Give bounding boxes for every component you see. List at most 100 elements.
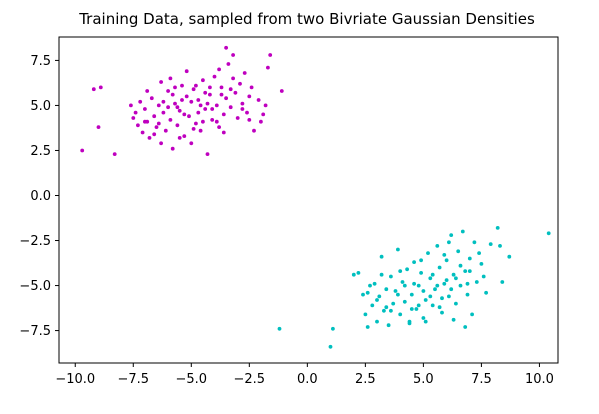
data-point: [546, 231, 551, 236]
x-tick-label: 5.0: [413, 372, 434, 387]
data-point: [170, 146, 175, 151]
data-point: [177, 136, 182, 140]
data-point: [430, 303, 435, 308]
data-point: [187, 114, 191, 119]
data-point: [416, 303, 421, 308]
data-point: [409, 292, 414, 297]
data-point: [203, 90, 208, 95]
data-point: [402, 299, 407, 304]
data-point: [449, 233, 454, 238]
data-point: [463, 269, 468, 273]
data-point: [440, 310, 444, 315]
data-point: [467, 269, 472, 273]
data-point: [405, 267, 409, 272]
data-point: [159, 141, 164, 146]
data-point: [214, 119, 219, 124]
data-point: [402, 283, 407, 288]
chart-title: Training Data, sampled from two Bivriate…: [78, 10, 535, 28]
data-point: [205, 152, 210, 157]
data-point: [205, 101, 210, 106]
data-point: [419, 271, 423, 275]
data-point: [194, 83, 198, 88]
data-point: [256, 98, 261, 102]
data-point: [428, 276, 433, 281]
data-point: [198, 128, 203, 133]
x-tick-label: −7.5: [117, 372, 149, 387]
data-point: [191, 87, 196, 92]
data-point: [372, 281, 377, 286]
data-point: [196, 110, 201, 115]
data-point: [133, 110, 138, 115]
data-point: [191, 126, 196, 131]
x-tick-label: 10.0: [525, 372, 554, 387]
data-point: [331, 326, 335, 331]
data-point: [442, 253, 447, 257]
data-point: [389, 274, 393, 279]
data-point: [210, 107, 215, 111]
data-point: [426, 251, 430, 256]
data-point: [98, 85, 103, 90]
data-point: [166, 105, 171, 110]
data-point: [138, 99, 143, 104]
data-point: [414, 307, 419, 311]
data-point: [400, 280, 405, 284]
data-point: [240, 107, 245, 111]
data-point: [159, 80, 164, 84]
data-point: [249, 85, 254, 90]
y-tick-label: 2.5: [30, 144, 51, 159]
data-point: [149, 96, 154, 101]
data-point: [412, 281, 416, 286]
data-point: [208, 85, 212, 90]
data-point: [112, 152, 117, 157]
y-tick-label: −5.0: [19, 279, 51, 294]
data-point: [454, 276, 458, 281]
data-point: [447, 240, 451, 245]
data-point: [240, 101, 245, 106]
data-point: [365, 325, 370, 329]
data-point: [458, 283, 463, 288]
data-point: [375, 319, 379, 324]
data-point: [161, 110, 166, 115]
data-point: [375, 298, 379, 302]
data-point: [184, 69, 189, 74]
y-axis: 7.5 5.0 2.5 0.0 −2.5 −5.0 −7.5: [19, 54, 59, 339]
data-point: [412, 260, 416, 264]
data-point: [168, 76, 173, 81]
data-point: [393, 289, 398, 293]
data-point: [467, 256, 472, 261]
data-point: [212, 74, 217, 79]
data-point: [228, 87, 233, 92]
data-point: [477, 251, 481, 256]
data-point: [456, 249, 461, 254]
data-point: [484, 290, 488, 295]
data-point: [201, 78, 205, 83]
data-point: [217, 125, 222, 129]
data-point: [231, 76, 236, 81]
data-point: [194, 121, 198, 126]
data-point: [235, 116, 240, 120]
data-point: [238, 81, 242, 86]
data-point: [396, 247, 400, 252]
data-point: [96, 125, 101, 129]
data-point: [217, 67, 222, 72]
data-point: [143, 119, 147, 124]
data-point: [370, 303, 375, 308]
data-point: [80, 148, 85, 153]
data-point: [451, 272, 456, 277]
data-point: [423, 298, 428, 302]
data-point: [384, 287, 389, 292]
data-point: [361, 292, 365, 297]
data-point: [454, 301, 458, 306]
data-point: [140, 130, 145, 135]
y-tick-label: 0.0: [30, 189, 51, 204]
data-point: [180, 83, 184, 88]
data-point: [173, 85, 177, 90]
data-point: [266, 65, 270, 70]
plot-area: [58, 36, 559, 364]
data-point: [196, 98, 201, 102]
x-tick-label: 0.0: [297, 372, 318, 387]
data-point: [91, 87, 96, 92]
data-point: [440, 296, 444, 301]
data-point: [437, 305, 442, 310]
